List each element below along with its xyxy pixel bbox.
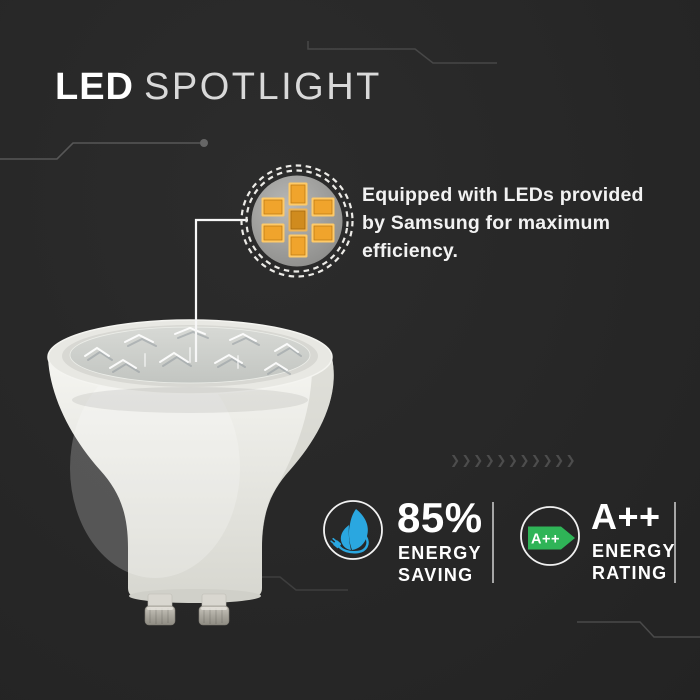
- gu10-pin: [144, 593, 176, 626]
- energy-rating-value: A++: [591, 496, 661, 537]
- energy-saving-label: ENERGY SAVING: [398, 542, 482, 586]
- inset-dashed-ring-inner: [245, 169, 349, 273]
- energy-rating-label-line2: RATING: [592, 563, 668, 583]
- chevron-row-decor: ❯❯❯❯❯❯❯❯❯❯❯: [450, 453, 578, 467]
- led-chip: [288, 182, 308, 206]
- led-chip: [261, 197, 285, 217]
- lens-facets-shadow: [87, 330, 302, 375]
- led-chip: [288, 208, 308, 232]
- led-chip: [261, 223, 285, 243]
- badge-divider: [674, 502, 676, 583]
- inset-dashed-ring-outer: [240, 164, 354, 278]
- energy-rating-tag-icon: A++: [520, 506, 580, 566]
- energy-saving-value: 85%: [397, 494, 483, 541]
- led-chip: [288, 234, 308, 258]
- led-chip-inset: [240, 164, 354, 278]
- led-chip: [311, 197, 335, 217]
- chip-board: [251, 175, 343, 267]
- title-light: SPOTLIGHT: [144, 66, 382, 108]
- bulb-lens: [69, 326, 311, 384]
- feature-description-line: by Samsung for maximum: [362, 212, 611, 234]
- energy-rating-label-line1: ENERGY: [592, 541, 676, 561]
- rating-tag-label: A++: [531, 532, 560, 548]
- page-title: LED SPOTLIGHT: [55, 68, 382, 106]
- bulb-rim: [47, 319, 333, 395]
- bulb-body: [48, 358, 334, 597]
- led-chip: [311, 223, 335, 243]
- feature-description-line: efficiency.: [362, 240, 459, 262]
- badge-divider: [492, 502, 494, 583]
- feature-description-line: Equipped with LEDs provided: [362, 184, 644, 206]
- callout-line: [194, 218, 248, 362]
- gu10-pin: [198, 593, 230, 626]
- lens-facets: [84, 326, 299, 371]
- energy-saving-label-line2: SAVING: [398, 565, 474, 585]
- circuit-dot: [200, 139, 208, 147]
- energy-saving-label-line1: ENERGY: [398, 543, 482, 563]
- energy-rating-label: ENERGY RATING: [592, 540, 676, 584]
- title-bold: LED: [55, 66, 134, 108]
- feature-description: Equipped with LEDs provided by Samsung f…: [362, 181, 682, 265]
- led-bulb-image: [47, 319, 334, 626]
- leaf-plug-icon: [323, 500, 383, 560]
